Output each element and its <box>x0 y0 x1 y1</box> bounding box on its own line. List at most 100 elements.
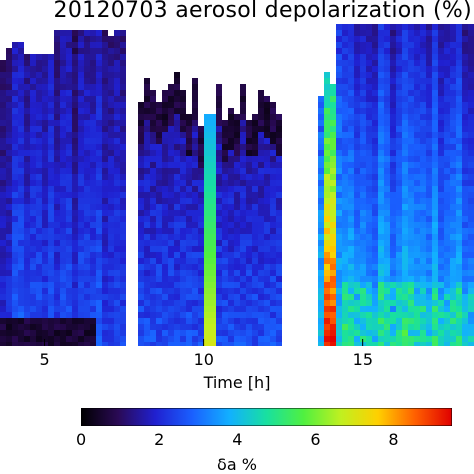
heatmap-cell <box>90 318 96 324</box>
heatmap-cell <box>348 90 354 96</box>
heatmap-cell <box>96 288 102 294</box>
heatmap-cell <box>120 120 126 126</box>
heatmap-cell <box>0 198 6 204</box>
heatmap-cell <box>342 78 348 84</box>
heatmap-cell <box>402 258 408 264</box>
heatmap-cell <box>6 72 12 78</box>
heatmap-cell <box>48 300 54 306</box>
heatmap-cell <box>354 72 360 78</box>
heatmap-cell <box>114 240 120 246</box>
heatmap-cell <box>444 300 450 306</box>
heatmap-cell <box>42 240 48 246</box>
heatmap-cell <box>276 294 282 300</box>
heatmap-cell <box>144 252 150 258</box>
heatmap-cell <box>30 216 36 222</box>
heatmap-cell <box>90 180 96 186</box>
heatmap-cell <box>54 318 60 324</box>
heatmap-cell <box>390 204 396 210</box>
heatmap-cell <box>36 222 42 228</box>
heatmap-cell <box>18 42 24 48</box>
heatmap-cell <box>324 318 330 324</box>
heatmap-cell <box>318 312 324 318</box>
heatmap-cell <box>390 330 396 336</box>
heatmap-cell <box>66 144 72 150</box>
heatmap-cell <box>0 60 6 66</box>
heatmap-cell <box>54 282 60 288</box>
heatmap-cell <box>240 102 246 108</box>
heatmap-cell <box>144 288 150 294</box>
heatmap-cell <box>210 234 216 240</box>
heatmap-cell <box>372 102 378 108</box>
heatmap-cell <box>342 276 348 282</box>
heatmap-cell <box>246 222 252 228</box>
heatmap-cell <box>114 318 120 324</box>
heatmap-cell <box>264 222 270 228</box>
heatmap-cell <box>144 222 150 228</box>
heatmap-cell <box>318 174 324 180</box>
heatmap-cell <box>462 186 468 192</box>
heatmap-cell <box>468 180 474 186</box>
heatmap-cell <box>78 306 84 312</box>
heatmap-cell <box>114 300 120 306</box>
heatmap-cell <box>258 246 264 252</box>
heatmap-cell <box>462 240 468 246</box>
heatmap-cell <box>270 252 276 258</box>
heatmap-cell <box>456 252 462 258</box>
heatmap-cell <box>102 234 108 240</box>
heatmap-cell <box>384 168 390 174</box>
heatmap-cell <box>420 192 426 198</box>
heatmap-cell <box>108 108 114 114</box>
heatmap-cell <box>372 150 378 156</box>
heatmap-cell <box>330 210 336 216</box>
heatmap-cell <box>84 78 90 84</box>
heatmap-cell <box>114 30 120 36</box>
heatmap-cell <box>336 216 342 222</box>
heatmap-cell <box>78 102 84 108</box>
heatmap-cell <box>360 264 366 270</box>
heatmap-cell <box>336 222 342 228</box>
heatmap-cell <box>462 102 468 108</box>
heatmap-cell <box>396 156 402 162</box>
heatmap-cell <box>156 132 162 138</box>
heatmap-cell <box>420 324 426 330</box>
heatmap-cell <box>462 66 468 72</box>
heatmap-cell <box>120 78 126 84</box>
heatmap-cell <box>462 216 468 222</box>
heatmap-cell <box>48 84 54 90</box>
heatmap-cell <box>330 192 336 198</box>
heatmap-cell <box>78 342 84 346</box>
heatmap-cell <box>366 222 372 228</box>
heatmap-cell <box>372 54 378 60</box>
heatmap-cell <box>342 72 348 78</box>
heatmap-cell <box>102 120 108 126</box>
heatmap-cell <box>402 252 408 258</box>
heatmap-cell <box>426 300 432 306</box>
heatmap-cell <box>330 240 336 246</box>
heatmap-cell <box>162 210 168 216</box>
heatmap-cell <box>174 324 180 330</box>
heatmap-cell <box>96 168 102 174</box>
heatmap-cell <box>348 246 354 252</box>
heatmap-cell <box>72 342 78 346</box>
heatmap-cell <box>432 36 438 42</box>
x-axis-ticks <box>44 339 364 346</box>
heatmap-cell <box>450 282 456 288</box>
heatmap-cell <box>54 174 60 180</box>
heatmap-cell <box>324 294 330 300</box>
heatmap-cell <box>402 330 408 336</box>
heatmap-cell <box>342 222 348 228</box>
heatmap-cell <box>456 282 462 288</box>
heatmap-cell <box>6 330 12 336</box>
heatmap-cell <box>246 204 252 210</box>
heatmap-cell <box>384 108 390 114</box>
heatmap-cell <box>450 132 456 138</box>
heatmap-cell <box>228 294 234 300</box>
heatmap-cell <box>54 258 60 264</box>
heatmap-cell <box>246 300 252 306</box>
heatmap-cell <box>174 294 180 300</box>
heatmap-cell <box>24 192 30 198</box>
heatmap-cell <box>6 96 12 102</box>
heatmap-cell <box>210 318 216 324</box>
heatmap-cell <box>150 294 156 300</box>
heatmap-cell <box>36 54 42 60</box>
